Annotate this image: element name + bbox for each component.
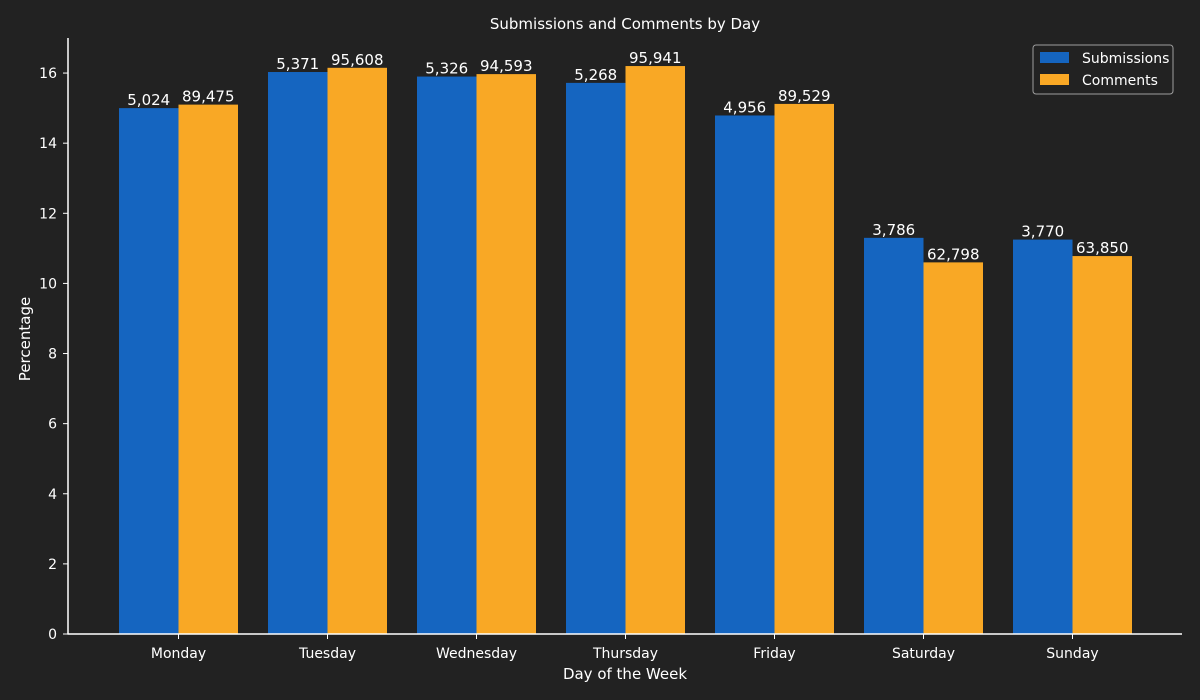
y-axis-label: Percentage (16, 297, 34, 381)
data-labels-layer: 5,024 89,475 5,371 95,608 5,326 94,593 5,268 95… (127, 49, 1128, 263)
bar-submissions-friday (715, 115, 775, 635)
x-tick-label-sunday: Sunday (1046, 646, 1098, 662)
x-tick-label-wednesday: Wednesday (436, 646, 517, 662)
y-tick-label: 8 (48, 347, 57, 363)
data-label-comments-tuesday: 95,608 (331, 51, 384, 69)
bar-comments-thursday (625, 66, 685, 634)
data-label-submissions-sunday: 3,770 (1021, 223, 1064, 241)
x-tick-label-tuesday: Tuesday (298, 646, 356, 662)
legend-swatch-submissions (1040, 52, 1069, 63)
data-label-submissions-tuesday: 5,371 (276, 55, 319, 73)
data-label-comments-friday: 89,529 (778, 87, 831, 105)
bars-layer (119, 66, 1132, 635)
y-tick-label: 2 (48, 557, 57, 573)
y-tick-label: 6 (48, 417, 57, 433)
y-tick-label: 12 (39, 206, 57, 222)
data-label-submissions-friday: 4,956 (723, 98, 766, 116)
data-label-comments-saturday: 62,798 (927, 245, 980, 263)
chart-title: Submissions and Comments by Day (490, 15, 760, 33)
bar-submissions-thursday (566, 82, 626, 634)
bar-comments-friday (774, 103, 834, 635)
data-label-submissions-wednesday: 5,326 (425, 60, 468, 78)
y-tick-label: 0 (48, 627, 57, 643)
data-label-submissions-saturday: 3,786 (872, 221, 915, 239)
bar-comments-monday (178, 104, 238, 635)
bar-submissions-monday (119, 108, 179, 634)
bar-comments-tuesday (327, 67, 387, 635)
y-tick-label: 16 (39, 66, 57, 82)
data-label-submissions-monday: 5,024 (127, 91, 170, 109)
legend-label-comments: Comments (1082, 73, 1158, 89)
data-label-comments-wednesday: 94,593 (480, 57, 533, 75)
x-axis-label: Day of the Week (563, 665, 687, 683)
data-label-comments-thursday: 95,941 (629, 49, 682, 67)
bar-submissions-wednesday (417, 76, 477, 635)
bar-submissions-tuesday (268, 72, 328, 634)
legend-label-submissions: Submissions (1082, 51, 1169, 67)
data-label-comments-sunday: 63,850 (1076, 239, 1129, 257)
bar-comments-sunday (1072, 256, 1132, 634)
y-tick-label: 14 (39, 136, 57, 152)
y-tick-label: 4 (48, 487, 57, 503)
legend-swatch-comments (1040, 74, 1069, 85)
bar-submissions-sunday (1013, 239, 1073, 634)
x-tick-label-monday: Monday (151, 646, 206, 662)
x-tick-label-thursday: Thursday (592, 646, 658, 662)
x-tick-label-friday: Friday (753, 646, 795, 662)
y-tick-label: 10 (39, 276, 57, 292)
axes-layer: 0 2 4 6 8 10 12 14 16 Monday Tuesday Wednesday Thurs… (39, 38, 1182, 662)
legend: Submissions Comments (1032, 44, 1174, 95)
bar-comments-saturday (923, 262, 983, 634)
bar-comments-wednesday (476, 74, 536, 634)
x-tick-label-saturday: Saturday (892, 646, 955, 662)
bar-submissions-saturday (864, 237, 924, 634)
data-label-comments-monday: 89,475 (182, 88, 235, 106)
data-label-submissions-thursday: 5,268 (574, 66, 617, 84)
